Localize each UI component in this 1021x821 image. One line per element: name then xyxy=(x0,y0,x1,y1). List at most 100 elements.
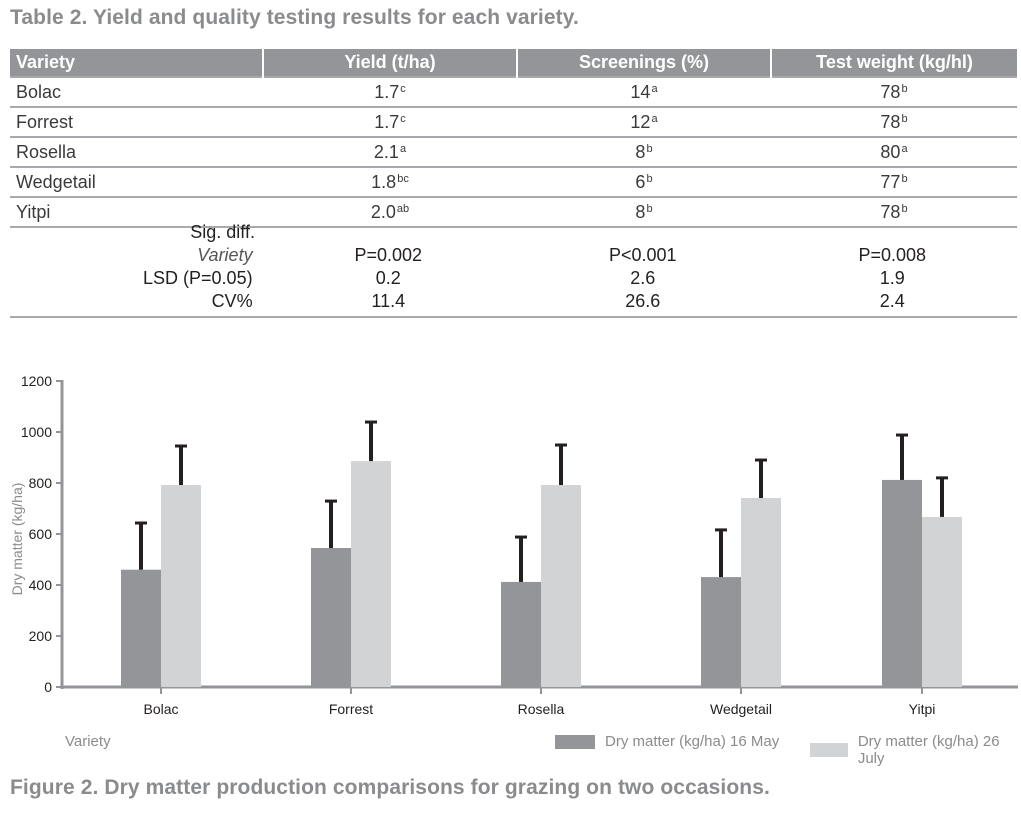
screenings-cell: 8b xyxy=(517,137,771,168)
yield-cell: 2.0ab xyxy=(263,197,517,228)
legend-label-may: Dry matter (kg/ha) 16 May xyxy=(605,733,780,750)
variety-cell-value: Yitpi xyxy=(16,201,51,222)
test-weight-cell: 78b xyxy=(771,107,1017,138)
legend-swatch-may xyxy=(555,734,595,749)
significance-letter: b xyxy=(646,202,653,215)
significance-letter: ab xyxy=(396,202,410,215)
significance-letter: b xyxy=(646,172,653,185)
cv-test-weight: 2.4 xyxy=(879,291,905,311)
variety-cell: Rosella xyxy=(10,137,263,168)
bar-16-may xyxy=(311,548,351,687)
table-row: Yitpi 2.0ab 8b 78b xyxy=(10,197,1017,228)
lsd-screenings: 2.6 xyxy=(630,268,656,288)
bar-16-may xyxy=(701,577,741,687)
table-row: Bolac 1.7c 14a 78b xyxy=(10,76,1017,108)
table-caption: Table 2. Yield and quality testing resul… xyxy=(10,6,579,29)
significance-letter: b xyxy=(646,142,653,155)
variety-cell-value: Forrest xyxy=(16,111,74,132)
screenings-cell: 12a xyxy=(517,107,771,138)
significance-letter: b xyxy=(901,112,908,125)
variety-cell-value: Wedgetail xyxy=(16,171,96,192)
test-weight-cell: 77b xyxy=(771,167,1017,198)
x-tick-label: Wedgetail xyxy=(710,701,772,717)
stats-row-lsd: LSD (P=0.05) 0.2 2.6 1.9 xyxy=(10,267,1017,290)
results-table: Variety Yield (t/ha) Screenings (%) Test… xyxy=(10,49,1017,228)
yield-cell-value: 1.7 xyxy=(374,81,400,102)
yield-cell-value: 2.1 xyxy=(373,141,399,162)
test-weight-cell-value: 78 xyxy=(880,81,901,102)
variety-cell-value: Rosella xyxy=(16,141,77,162)
variety-stat-label: Variety xyxy=(197,245,253,265)
yield-cell-value: 1.8 xyxy=(371,171,397,192)
test-weight-cell-value: 80 xyxy=(880,141,901,162)
y-tick-label: 200 xyxy=(29,628,53,644)
cv-yield: 11.4 xyxy=(371,291,406,311)
bar-16-may xyxy=(121,569,161,687)
lsd-yield: 0.2 xyxy=(375,268,401,288)
screenings-cell: 14a xyxy=(517,76,771,108)
variety-cell: Wedgetail xyxy=(10,167,263,198)
header-variety: Variety xyxy=(10,49,263,77)
test-weight-cell: 78b xyxy=(771,76,1017,108)
screenings-cell-value: 6 xyxy=(635,171,646,192)
variety-p-test-weight: P=0.008 xyxy=(858,245,927,265)
sig-diff-label: Sig. diff. xyxy=(190,222,255,242)
bar-26-july xyxy=(741,498,781,687)
test-weight-cell-value: 78 xyxy=(880,111,901,132)
y-axis-label: Dry matter (kg/ha) xyxy=(9,483,25,596)
yield-cell: 1.8bc xyxy=(263,167,517,198)
cv-label: CV% xyxy=(211,291,253,311)
variety-cell: Yitpi xyxy=(10,197,263,228)
y-tick-label: 400 xyxy=(29,577,53,593)
screenings-cell-value: 8 xyxy=(635,141,646,162)
bar-16-may xyxy=(882,479,922,687)
significance-letter: c xyxy=(400,82,406,95)
bar-26-july xyxy=(922,516,962,687)
table-header-row: Variety Yield (t/ha) Screenings (%) Test… xyxy=(10,49,1017,77)
test-weight-cell: 80a xyxy=(771,137,1017,168)
variety-cell-value: Bolac xyxy=(16,81,62,102)
yield-cell: 2.1a xyxy=(263,137,517,168)
bar-16-may xyxy=(501,581,541,687)
y-tick-label: 1000 xyxy=(21,424,52,440)
dry-matter-chart: 0 200 400 600 800 1000 1200 Dry matter (kg/ha) B… xyxy=(9,373,1018,717)
y-tick-label: 600 xyxy=(29,526,53,542)
header-test-weight: Test weight (kg/hl) xyxy=(770,49,1017,77)
bar-26-july xyxy=(541,485,581,687)
significance-letter: a xyxy=(399,142,407,155)
screenings-cell: 8b xyxy=(517,197,771,228)
stats-row-variety: Variety P=0.002 P<0.001 P=0.008 xyxy=(10,244,1017,267)
lsd-label: LSD (P=0.05) xyxy=(143,268,253,288)
significance-letter: b xyxy=(901,202,908,215)
stats-row-cv: CV% 11.4 26.6 2.4 xyxy=(10,290,1017,313)
test-weight-cell-value: 77 xyxy=(880,171,901,192)
screenings-cell-value: 8 xyxy=(635,201,646,222)
yield-cell: 1.7c xyxy=(263,107,517,138)
x-tick-label: Forrest xyxy=(329,701,373,717)
significance-letter: b xyxy=(901,172,908,185)
test-weight-cell: 78b xyxy=(771,197,1017,228)
yield-cell: 1.7c xyxy=(263,76,517,108)
x-axis-title: Variety xyxy=(65,733,111,750)
legend-label-july: Dry matter (kg/ha) 26 July xyxy=(857,733,1000,767)
significance-letter: a xyxy=(901,142,908,155)
significance-letter: a xyxy=(651,112,658,125)
bar-26-july xyxy=(161,485,201,687)
table-row: Rosella 2.1a 8b 80a xyxy=(10,137,1017,168)
legend-item-july: Dry matter (kg/ha) 26 July xyxy=(810,733,1021,767)
variety-p-yield: P=0.002 xyxy=(354,245,423,265)
legend-item-may: Dry matter (kg/ha) 16 May xyxy=(555,733,779,750)
table-row: Wedgetail 1.8bc 6b 77b xyxy=(10,167,1017,198)
variety-p-screenings: P<0.001 xyxy=(608,245,677,265)
variety-cell: Bolac xyxy=(10,76,263,108)
screenings-cell-value: 14 xyxy=(630,81,651,102)
yield-cell-value: 2.0 xyxy=(370,201,396,222)
test-weight-cell-value: 78 xyxy=(880,201,901,222)
statistics-block: Sig. diff. Variety P=0.002 P<0.001 P=0.0… xyxy=(10,221,1017,318)
y-tick-label: 800 xyxy=(29,475,53,491)
x-tick-label: Rosella xyxy=(518,701,565,717)
legend-swatch-july xyxy=(810,743,848,757)
table-row: Forrest 1.7c 12a 78b xyxy=(10,107,1017,138)
figure-caption: Figure 2. Dry matter production comparis… xyxy=(10,776,770,799)
screenings-cell-value: 12 xyxy=(630,111,651,132)
